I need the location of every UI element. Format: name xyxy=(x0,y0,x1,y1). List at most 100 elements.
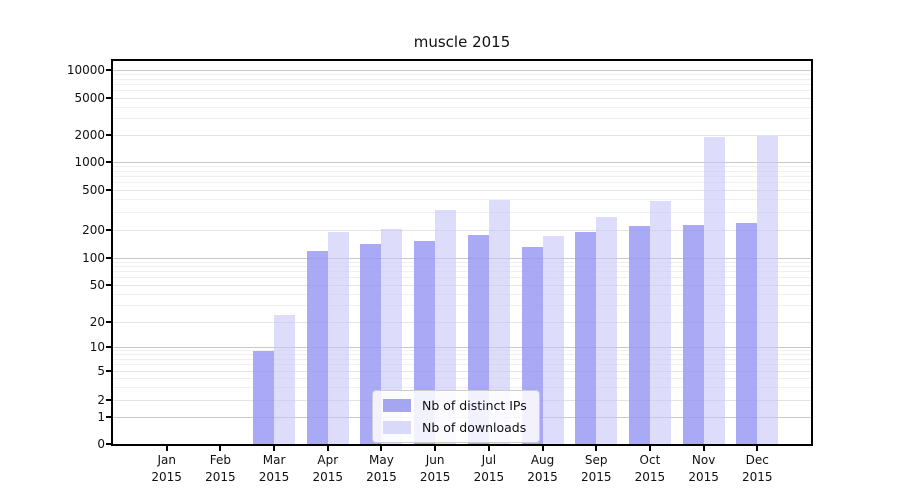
bar-downloads-dec xyxy=(757,135,779,444)
gridline-y-9000 xyxy=(113,73,811,75)
gridline-y-7 xyxy=(113,358,811,360)
y-tick-label-100: 100 xyxy=(82,251,105,265)
gridline-y-7000 xyxy=(113,83,811,85)
y-tick-500 xyxy=(106,189,111,191)
bar-distinct-ips-dec xyxy=(736,223,758,444)
x-tick-label-apr: Apr 2015 xyxy=(312,453,344,484)
legend-label-downloads: Nb of downloads xyxy=(422,420,527,435)
y-tick-label-500: 500 xyxy=(82,183,105,197)
legend-swatch-distinct-ips xyxy=(383,399,411,412)
y-tick-200 xyxy=(106,229,111,231)
x-tick-may xyxy=(380,446,383,451)
x-tick-jun xyxy=(434,446,437,451)
gridline-y-60 xyxy=(113,277,811,279)
gridline-y-8 xyxy=(113,354,811,356)
x-tick-label-jun: Jun 2015 xyxy=(419,453,451,484)
x-tick-label-oct: Oct 2015 xyxy=(634,453,666,484)
gridline-y-5 xyxy=(113,370,811,372)
legend-label-distinct-ips: Nb of distinct IPs xyxy=(422,398,527,413)
gridline-y-6000 xyxy=(113,90,811,92)
x-tick-oct xyxy=(648,446,651,451)
gridline-y-90 xyxy=(113,261,811,263)
y-tick-5 xyxy=(106,370,111,372)
x-tick-sep xyxy=(595,446,598,451)
gridline-y-30 xyxy=(113,305,811,307)
x-tick-label-mar: Mar 2015 xyxy=(258,453,290,484)
chart-title: muscle 2015 xyxy=(413,33,511,51)
x-tick-label-aug: Aug 2015 xyxy=(527,453,558,484)
bar-downloads-apr xyxy=(327,232,349,444)
bar-downloads-oct xyxy=(649,200,671,444)
bar-downloads-mar xyxy=(274,314,296,444)
y-tick-label-20: 20 xyxy=(89,315,105,329)
legend-row-downloads: Nb of downloads xyxy=(383,420,527,435)
gridline-y-4 xyxy=(113,377,811,379)
gridline-y-9 xyxy=(113,350,811,352)
gridline-y-4000 xyxy=(113,106,811,108)
y-tick-label-5: 5 xyxy=(97,364,105,378)
y-tick-label-0: 0 xyxy=(97,437,105,451)
bar-downloads-nov xyxy=(703,136,725,444)
gridline-y-900 xyxy=(113,165,811,167)
y-tick-label-10: 10 xyxy=(89,340,105,354)
x-tick-label-dec: Dec 2015 xyxy=(742,453,773,484)
y-tick-1 xyxy=(106,416,111,418)
x-tick-feb xyxy=(219,446,222,451)
gridline-y-800 xyxy=(113,170,811,172)
gridline-y-300 xyxy=(113,211,811,213)
gridline-y-100 xyxy=(113,257,811,259)
y-tick-2 xyxy=(106,399,111,401)
gridline-y-40 xyxy=(113,293,811,295)
bar-distinct-ips-mar xyxy=(253,350,275,444)
y-tick-10000 xyxy=(106,69,111,71)
gridline-y-20 xyxy=(113,321,811,323)
gridline-y-200 xyxy=(113,229,811,231)
plot-area: 0 1 2 5 10 20 50 100 200 500 1000 2000 5000 10000 Jan … xyxy=(67,59,813,484)
gridline-y-10000 xyxy=(113,69,811,71)
bar-downloads-aug xyxy=(542,236,564,444)
y-tick-5000 xyxy=(106,97,111,99)
bar-downloads-sep xyxy=(596,216,618,444)
y-tick-label-10000: 10000 xyxy=(66,63,105,77)
y-tick-1000 xyxy=(106,161,111,163)
gridline-y-10 xyxy=(113,346,811,348)
y-tick-50 xyxy=(106,284,111,286)
x-tick-mar xyxy=(273,446,276,451)
y-tick-label-50: 50 xyxy=(89,278,105,292)
y-tick-2000 xyxy=(106,134,111,136)
bar-distinct-ips-apr xyxy=(306,250,328,444)
y-tick-label-200: 200 xyxy=(82,223,105,237)
x-tick-nov xyxy=(702,446,705,451)
x-tick-jan xyxy=(165,446,168,451)
y-tick-label-1000: 1000 xyxy=(74,155,105,169)
gridline-y-600 xyxy=(113,182,811,184)
y-tick-label-5000: 5000 xyxy=(74,91,105,105)
y-tick-20 xyxy=(106,321,111,323)
y-tick-label-2: 2 xyxy=(97,393,105,407)
gridline-y-6 xyxy=(113,364,811,366)
gridline-y-2000 xyxy=(113,134,811,136)
gridline-y-400 xyxy=(113,199,811,201)
x-tick-label-jul: Jul 2015 xyxy=(473,453,505,484)
bar-distinct-ips-nov xyxy=(682,225,704,444)
x-tick-label-feb: Feb 2015 xyxy=(205,453,236,484)
y-tick-label-2000: 2000 xyxy=(74,128,105,142)
x-tick-aug xyxy=(541,446,544,451)
gridline-y-50 xyxy=(113,284,811,286)
gridline-y-80 xyxy=(113,266,811,268)
x-tick-label-may: May 2015 xyxy=(366,453,397,484)
x-tick-label-nov: Nov 2015 xyxy=(688,453,719,484)
x-tick-jul xyxy=(487,446,490,451)
x-tick-apr xyxy=(326,446,329,451)
y-tick-10 xyxy=(106,346,111,348)
y-tick-100 xyxy=(106,257,111,259)
x-tick-label-sep: Sep 2015 xyxy=(580,453,612,484)
x-tick-label-jan: Jan 2015 xyxy=(151,453,182,484)
legend-row-distinct-ips: Nb of distinct IPs xyxy=(383,398,527,413)
bar-distinct-ips-oct xyxy=(628,225,650,444)
legend: Nb of distinct IPs Nb of downloads xyxy=(372,390,540,443)
legend-swatch-downloads xyxy=(383,421,411,434)
gridline-y-500 xyxy=(113,189,811,191)
gridline-y-700 xyxy=(113,175,811,177)
